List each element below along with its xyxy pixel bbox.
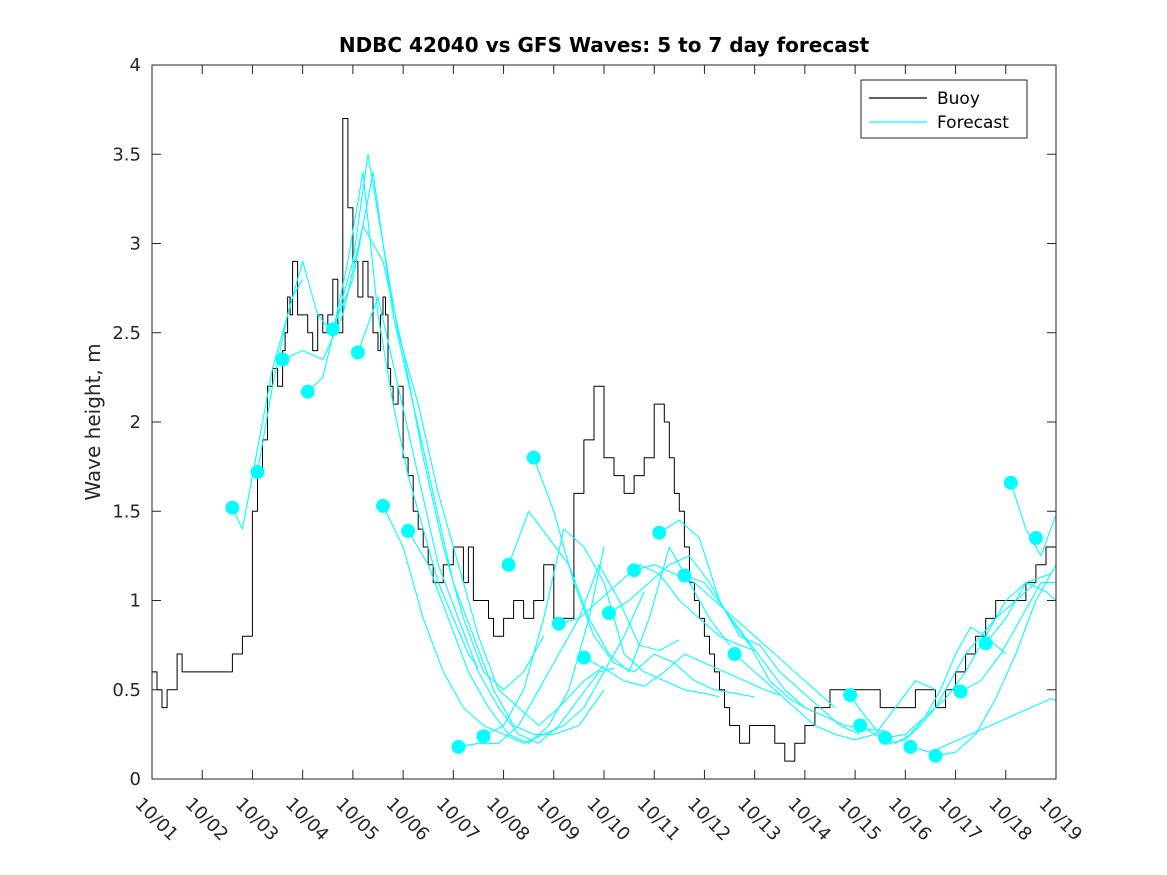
x-tick-label: 10/15	[834, 794, 886, 846]
forecast-series-line-24	[935, 564, 1056, 757]
x-tick-label: 10/18	[984, 794, 1036, 846]
forecast-series-line-19	[734, 653, 936, 741]
x-tick-label: 10/19	[1034, 794, 1086, 846]
legend: Buoy Forecast	[860, 79, 1028, 139]
forecast-series-line-16	[633, 564, 836, 709]
forecast-start-marker	[451, 739, 466, 754]
forecast-series-line-12	[533, 457, 755, 698]
y-tick-label: 3	[130, 234, 141, 255]
forecast-series-line-22	[885, 573, 1052, 739]
chart-title: NDBC 42040 vs GFS Waves: 5 to 7 day fore…	[339, 33, 870, 57]
x-tick-label: 10/08	[482, 794, 534, 846]
x-tick-label: 10/01	[130, 794, 182, 846]
forecast-start-marker	[1003, 475, 1018, 490]
y-tick-label: 3.5	[112, 144, 141, 165]
forecast-series-line-14	[583, 653, 780, 696]
forecast-start-marker	[401, 523, 416, 538]
forecast-start-marker	[551, 616, 566, 631]
forecast-start-marker	[350, 345, 365, 360]
y-tick-label: 0.5	[112, 680, 141, 701]
x-tick-label: 10/16	[884, 794, 936, 846]
forecast-series-line-9	[458, 564, 680, 748]
forecast-start-marker	[526, 450, 541, 465]
legend-forecast-label: Forecast	[937, 113, 1009, 133]
y-tick-label: 1	[130, 591, 141, 612]
x-tick-label: 10/02	[181, 794, 233, 846]
forecast-series-line-25	[960, 582, 1056, 692]
forecast-series-line-17	[658, 519, 861, 735]
forecast-start-marker	[903, 739, 918, 754]
series-layer	[152, 118, 1056, 762]
forecast-start-marker	[928, 748, 943, 763]
y-tick-label: 1.5	[112, 501, 141, 522]
forecast-start-marker	[853, 718, 868, 733]
forecast-start-marker	[677, 568, 692, 583]
y-tick-label: 4	[130, 55, 141, 76]
forecast-series-line-10	[483, 528, 720, 737]
forecast-start-marker	[878, 730, 893, 745]
buoy-series-line	[152, 118, 1056, 762]
y-tick-label: 2.5	[112, 323, 141, 344]
forecast-series-line-5	[332, 171, 605, 735]
forecast-start-marker	[300, 384, 315, 399]
x-tick-label: 10/11	[633, 794, 685, 846]
forecast-start-marker	[843, 688, 858, 703]
x-tick-label: 10/09	[532, 794, 584, 846]
forecast-start-marker	[627, 563, 642, 578]
forecast-start-marker	[225, 500, 240, 515]
legend-box	[860, 79, 1028, 139]
forecast-start-marker	[1028, 531, 1043, 545]
x-tick-label: 10/17	[934, 794, 986, 846]
forecast-start-marker	[652, 525, 667, 540]
forecast-series-line-11	[508, 510, 731, 673]
x-tick-label: 10/07	[432, 794, 484, 846]
forecast-start-marker	[576, 650, 591, 665]
forecast-start-marker	[376, 498, 390, 513]
forecast-series-line-7	[382, 505, 645, 744]
forecast-start-marker	[727, 647, 742, 661]
forecast-start-marker	[501, 557, 516, 572]
forecast-series-line-15	[608, 555, 806, 709]
x-tick-label: 10/05	[331, 794, 383, 846]
x-tick-label: 10/12	[683, 794, 735, 846]
forecast-series-line-4	[307, 153, 605, 727]
forecast-start-marker	[325, 322, 340, 337]
forecast-series-line-6	[357, 296, 615, 744]
x-tick-label: 10/03	[231, 794, 283, 846]
forecast-start-marker	[602, 606, 616, 620]
y-axis-label: Wave height, m	[81, 343, 105, 500]
forecast-series-line-2	[256, 171, 479, 669]
x-tick-label: 10/06	[382, 794, 434, 846]
forecast-start-marker	[953, 684, 968, 699]
x-tick-label: 10/10	[582, 794, 634, 846]
forecast-start-marker	[978, 636, 993, 651]
legend-buoy-label: Buoy	[937, 89, 980, 109]
forecast-start-marker	[275, 352, 290, 367]
y-tick-label: 2	[130, 412, 141, 433]
forecast-start-marker	[476, 729, 491, 744]
x-tick-label: 10/13	[733, 794, 785, 846]
x-tick-label: 10/14	[783, 794, 835, 846]
forecast-start-marker	[250, 465, 265, 479]
y-tick-label: 0	[130, 769, 141, 790]
marker-layer	[225, 322, 1043, 763]
x-tick-label: 10/04	[281, 794, 333, 846]
forecast-series-line-18	[684, 574, 886, 732]
forecast-series-line-26	[985, 582, 1056, 644]
